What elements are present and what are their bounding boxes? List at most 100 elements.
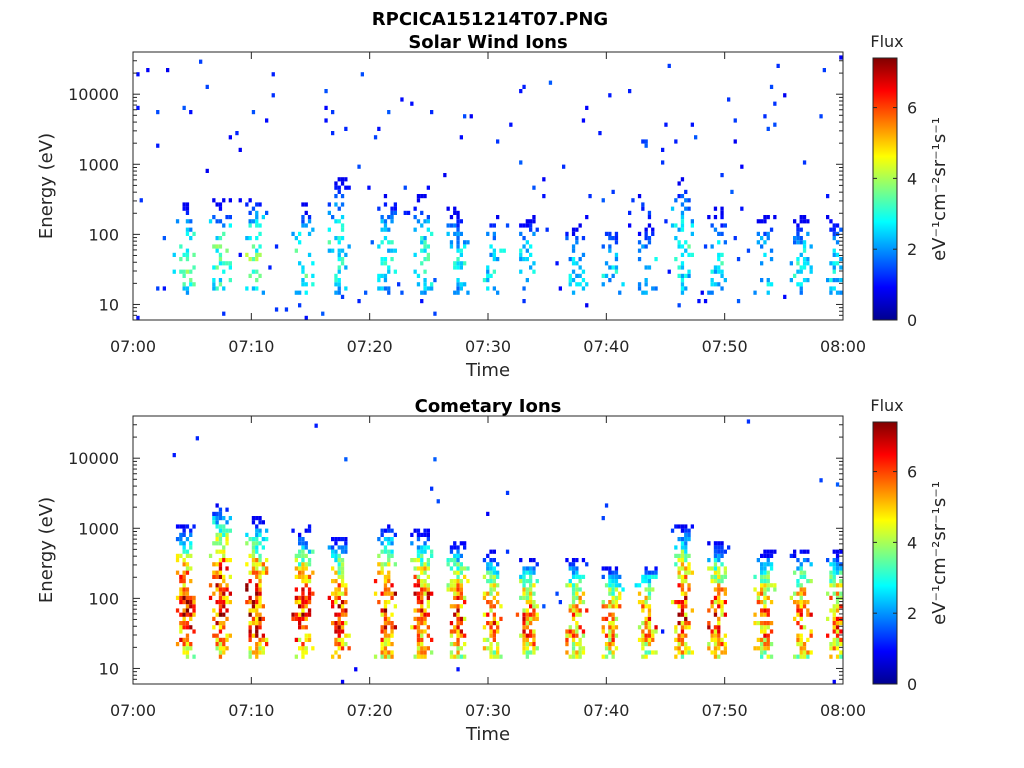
flux-cell (344, 252, 348, 257)
flux-cell (611, 621, 615, 626)
flux-cell (482, 591, 487, 596)
flux-cell (486, 646, 490, 651)
flux-cell (809, 612, 813, 617)
flux-cell (331, 553, 335, 558)
flux-cell (248, 608, 252, 613)
flux-cell (756, 595, 760, 600)
flux-cell (505, 223, 510, 228)
flux-cell (370, 240, 374, 245)
flux-cell (387, 528, 391, 533)
flux-cell (380, 286, 384, 291)
flux-cell (453, 579, 457, 584)
flux-cell (222, 600, 226, 605)
flux-cell (258, 558, 262, 563)
flux-cell (717, 282, 721, 287)
flux-cell (637, 625, 642, 630)
flux-cell (799, 583, 803, 588)
flux-cell (720, 637, 724, 642)
flux-cell (581, 650, 586, 655)
flux-cell (225, 261, 229, 266)
flux-cell (588, 194, 592, 199)
flux-cell (489, 587, 493, 592)
flux-cell (420, 616, 424, 621)
flux-cell (304, 223, 308, 228)
flux-cell (769, 84, 774, 89)
flux-cell (529, 650, 533, 655)
flux-cell (413, 654, 417, 659)
flux-cell (766, 562, 770, 567)
flux-cell (390, 210, 394, 215)
flux-cell (703, 299, 708, 304)
flux-cell (215, 549, 219, 554)
flux-cell (634, 583, 638, 588)
flux-cell (420, 583, 424, 588)
flux-cell (228, 215, 232, 220)
flux-cell (426, 537, 430, 542)
flux-cell (568, 257, 572, 262)
flux-cell (720, 608, 724, 613)
flux-cell (674, 236, 678, 241)
flux-cell (763, 562, 767, 567)
flux-cell (387, 215, 391, 220)
flux-cell (829, 595, 833, 600)
flux-cell (571, 591, 576, 596)
flux-cell (568, 282, 572, 287)
flux-cell (255, 248, 259, 253)
flux-cell (525, 570, 529, 575)
flux-cell (390, 528, 394, 533)
flux-cell (453, 629, 457, 634)
flux-cell (723, 549, 727, 554)
flux-cell (604, 261, 609, 266)
flux-cell (684, 566, 688, 571)
flux-cell (225, 595, 229, 600)
flux-cell (459, 566, 463, 571)
flux-cell (449, 579, 454, 584)
flux-cell (420, 240, 424, 245)
flux-cell (641, 290, 645, 295)
flux-cell (519, 248, 523, 253)
flux-cell (334, 600, 338, 605)
flux-cell (753, 574, 757, 579)
flux-cell (684, 198, 688, 203)
colorbar-scale (872, 57, 898, 321)
flux-cell (717, 265, 721, 270)
flux-cell (713, 545, 718, 550)
flux-cell (430, 486, 434, 491)
flux-cell (532, 558, 536, 563)
flux-cell (680, 621, 685, 626)
flux-cell (835, 278, 840, 283)
flux-cell (799, 650, 803, 655)
flux-cell (459, 282, 463, 287)
flux-cell (677, 621, 681, 626)
flux-cell (301, 579, 305, 584)
flux-cell (677, 633, 681, 638)
flux-cell (466, 290, 470, 295)
flux-cell (799, 219, 803, 224)
flux-cell (486, 591, 490, 596)
flux-cell (806, 278, 810, 283)
flux-cell (608, 93, 612, 98)
flux-cell (644, 642, 648, 647)
flux-cell (377, 537, 381, 542)
flux-cell (766, 126, 770, 131)
flux-cell (611, 579, 615, 584)
flux-cell (684, 591, 688, 596)
flux-cell (337, 558, 341, 563)
flux-cell (832, 223, 836, 228)
flux-cell (420, 637, 424, 642)
flux-cell (835, 621, 840, 626)
flux-cell (687, 206, 691, 211)
flux-cell (654, 570, 658, 575)
flux-cell (644, 566, 648, 571)
flux-cell (420, 633, 424, 638)
flux-cell (614, 236, 619, 241)
flux-cell (321, 311, 325, 316)
flux-cell (380, 625, 384, 630)
flux-cell (393, 532, 397, 537)
flux-cell (423, 621, 427, 626)
flux-cell (713, 637, 718, 642)
flux-cell (218, 282, 223, 287)
flux-cell (380, 566, 384, 571)
flux-cell (773, 122, 777, 127)
